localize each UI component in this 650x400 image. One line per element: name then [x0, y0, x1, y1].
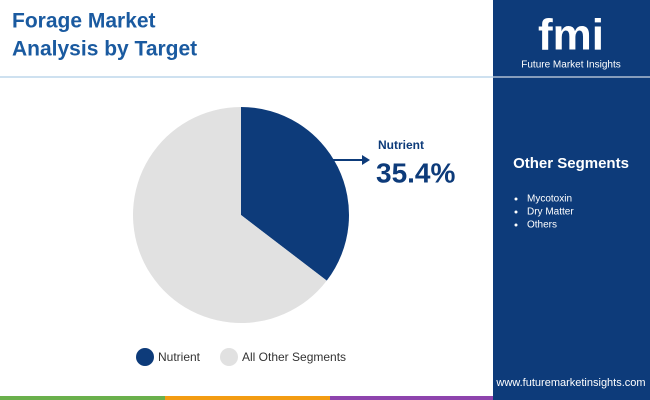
segment-item: Others: [527, 220, 557, 231]
footer-strip: [330, 396, 493, 400]
bullet: [514, 197, 518, 201]
segment-item: Mycotoxin: [527, 194, 572, 205]
chart-title: Analysis by Target: [12, 38, 197, 61]
pie-slice: [241, 107, 349, 281]
callout-arrow: [362, 155, 370, 165]
logo: fmi: [538, 11, 604, 60]
chart-title: Forage Market: [12, 10, 156, 33]
callout-category: Nutrient: [378, 138, 424, 152]
sidebar: [493, 0, 650, 400]
legend-swatch: [220, 348, 238, 366]
footer-strip: [493, 396, 650, 400]
footer-strip: [0, 396, 165, 400]
data-label: 35.4%: [376, 157, 455, 188]
bullet: [514, 223, 518, 227]
legend-label: Nutrient: [158, 350, 201, 364]
footer-strip: [165, 396, 330, 400]
pie-slice: [132, 107, 327, 324]
bullet: [514, 210, 518, 214]
legend-label: All Other Segments: [242, 350, 346, 364]
other-segments-title: Other Segments: [513, 155, 629, 172]
url: www.futuremarketinsights.com: [495, 377, 645, 389]
brand: Future Market Insights: [521, 60, 620, 71]
legend-swatch: [136, 348, 154, 366]
segment-item: Dry Matter: [527, 207, 574, 218]
